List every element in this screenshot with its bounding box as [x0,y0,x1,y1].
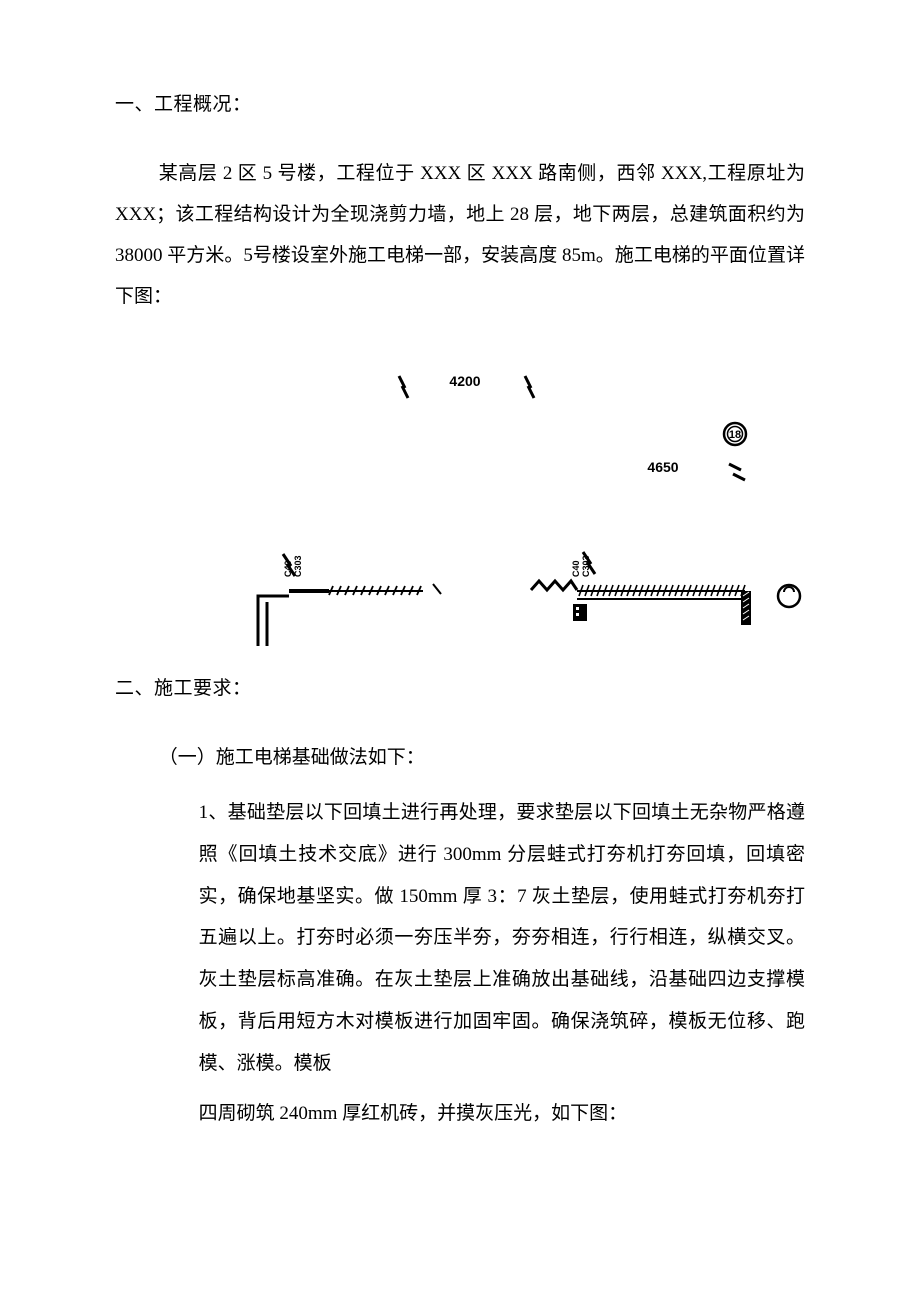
svg-text:18: 18 [729,429,741,441]
section-2-item1-a: 1、基础垫层以下回填土进行再处理，要求垫层以下回填土无杂物严格遵照《回填土技术交… [115,792,805,1085]
right-hatch [577,585,745,596]
left-hatch [325,586,423,595]
center-box [573,604,587,621]
section-2-item1-b: 四周砌筑 240mm 厚红机砖，并摸灰压光，如下图： [115,1093,805,1135]
svg-text:C303: C303 [581,555,591,577]
section-1-heading: 一、工程概况： [115,90,805,120]
dim-4200: 4200 [449,373,480,389]
section-2-sub1: （一）施工电梯基础做法如下： [115,738,805,778]
dim-4650: 4650 [647,459,678,475]
document-page: 一、工程概况： 某高层 2 区 5 号楼，工程位于 XXX 区 XXX 路南侧，… [0,0,920,1202]
left-label-group: C40 C303 [283,554,303,577]
gap-marker [433,584,441,594]
axis-bubble-18: 18 [724,423,746,445]
svg-text:C40: C40 [283,560,293,577]
svg-text:C40: C40 [571,560,581,577]
dim-right: 4650 [647,459,745,480]
plan-diagram: 4200 18 4650 C40 C303 [115,336,805,656]
section-1-paragraph: 某高层 2 区 5 号楼，工程位于 XXX 区 XXX 路南侧，西邻 XXX,工… [115,154,805,317]
thick-end-bar [741,591,751,625]
zigzag-break [531,581,577,590]
dim-top: 4200 [399,373,534,398]
right-circle [778,585,800,607]
L-shape-left [258,596,289,646]
section-2-heading: 二、施工要求： [115,674,805,704]
svg-text:C303: C303 [293,555,303,577]
right-label-group: C40 C303 [571,552,595,577]
